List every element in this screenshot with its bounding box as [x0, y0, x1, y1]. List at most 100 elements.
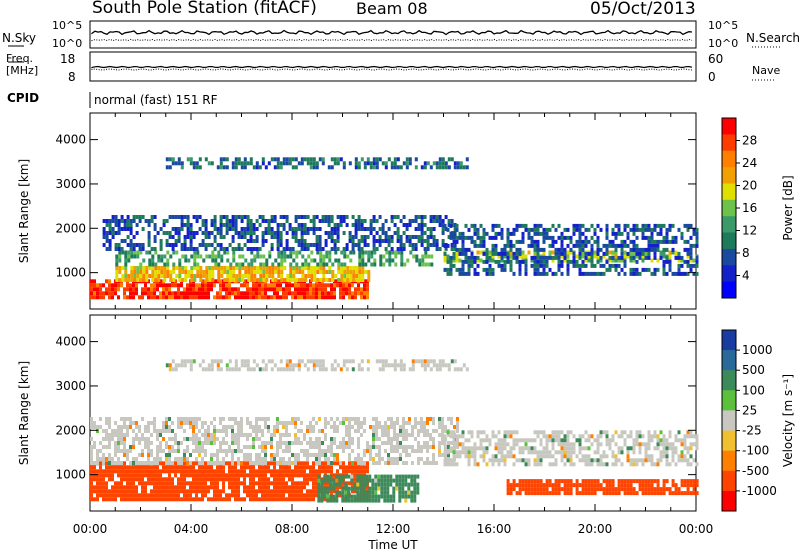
heatmap-cell — [318, 291, 321, 296]
heatmap-cell — [362, 494, 366, 499]
heatmap-cell — [114, 445, 117, 449]
heatmap-cell — [318, 235, 322, 239]
heatmap-cell — [300, 473, 303, 478]
heatmap-cell — [163, 274, 167, 278]
heatmap-cell — [367, 254, 371, 259]
heatmap-cell — [258, 461, 261, 465]
heatmap-cell — [147, 453, 150, 457]
heatmap-cell — [232, 254, 236, 259]
heatmap-cell — [135, 287, 138, 292]
heatmap-cell — [231, 457, 234, 461]
heatmap-cell — [276, 497, 279, 502]
heatmap-cell — [195, 461, 198, 466]
heatmap-cell — [626, 254, 630, 259]
heatmap-cell — [692, 458, 696, 463]
heatmap-cell — [635, 438, 639, 443]
heatmap-cell — [396, 417, 399, 421]
heatmap-cell — [488, 271, 492, 276]
heatmap-cell — [114, 469, 117, 474]
heatmap-cell — [395, 482, 399, 487]
heatmap-cell — [692, 442, 696, 447]
heatmap-cell — [277, 250, 281, 255]
heatmap-cell — [330, 235, 334, 239]
heatmap-cell — [426, 235, 430, 239]
heatmap-cell — [273, 291, 276, 296]
heatmap-cell — [261, 243, 265, 247]
heatmap-cell — [632, 446, 636, 451]
heatmap-cell — [141, 481, 144, 486]
heatmap-cell — [671, 446, 675, 451]
heatmap-cell — [246, 461, 249, 466]
heatmap-cell — [330, 227, 334, 231]
heatmap-cell — [250, 262, 254, 267]
heatmap-cell — [105, 461, 108, 466]
heatmap-cell — [542, 235, 546, 240]
heatmap-cell — [536, 483, 540, 488]
heatmap-cell — [237, 461, 240, 465]
heatmap-cell — [644, 227, 648, 232]
heatmap-cell — [384, 461, 387, 465]
heatmap-cell — [354, 243, 358, 247]
heatmap-cell — [351, 295, 354, 300]
heatmap-cell — [458, 247, 462, 252]
heatmap-cell — [423, 223, 427, 227]
heatmap-cell — [309, 473, 312, 478]
heatmap-cell — [527, 450, 531, 455]
heatmap-cell — [120, 283, 123, 288]
heatmap-cell — [162, 489, 165, 494]
heatmap-cell — [432, 453, 435, 457]
heatmap-cell — [105, 489, 108, 494]
heatmap-cell — [219, 219, 223, 223]
heatmap-cell — [357, 453, 360, 457]
heatmap-cell — [530, 239, 534, 244]
heatmap-cell — [356, 494, 360, 499]
heatmap-cell — [291, 493, 294, 498]
heatmap-cell — [216, 453, 219, 457]
heatmap-cell — [530, 255, 534, 260]
heatmap-cell — [689, 251, 693, 256]
heatmap-cell — [312, 161, 316, 166]
heatmap-cell — [668, 263, 672, 268]
freq-tick-top: 18 — [60, 52, 76, 66]
heatmap-cell — [641, 458, 645, 463]
heatmap-cell — [208, 274, 212, 278]
heatmap-cell — [244, 266, 248, 270]
heatmap-cell — [333, 437, 336, 441]
heatmap-cell — [163, 278, 167, 282]
heatmap-cell — [327, 449, 330, 453]
heatmap-cell — [390, 215, 394, 219]
heatmap-cell — [165, 469, 168, 474]
heatmap-cell — [210, 461, 213, 465]
heatmap-cell — [102, 493, 105, 498]
heatmap-cell — [255, 235, 259, 239]
heatmap-cell — [174, 161, 178, 166]
heatmap-cell — [381, 425, 384, 429]
heatmap-cell — [380, 478, 384, 483]
heatmap-cell — [548, 450, 552, 455]
heatmap-cell — [446, 259, 450, 264]
heatmap-cell — [317, 494, 321, 499]
heatmap-cell — [126, 219, 130, 223]
heatmap-cell — [623, 430, 627, 435]
heatmap-cell — [210, 433, 213, 437]
heatmap-cell — [370, 262, 374, 267]
heatmap-cell — [524, 487, 528, 492]
heatmap-cell — [303, 437, 306, 441]
heatmap-cell — [432, 417, 435, 421]
heatmap-cell — [363, 291, 366, 296]
heatmap-cell — [485, 231, 489, 236]
heatmap-cell — [339, 295, 342, 300]
heatmap-cell — [288, 469, 291, 474]
heatmap-cell — [357, 441, 360, 445]
heatmap-cell — [184, 266, 188, 270]
heatmap-cell — [300, 481, 303, 486]
heatmap-cell — [138, 429, 141, 433]
heatmap-cell — [256, 254, 260, 259]
heatmap-cell — [584, 239, 588, 244]
heatmap-cell — [234, 493, 237, 498]
heatmap-cell — [336, 215, 340, 219]
heatmap-cell — [417, 461, 420, 465]
heatmap-cell — [96, 283, 99, 288]
heatmap-cell — [166, 262, 170, 267]
heatmap-cell — [393, 157, 397, 162]
